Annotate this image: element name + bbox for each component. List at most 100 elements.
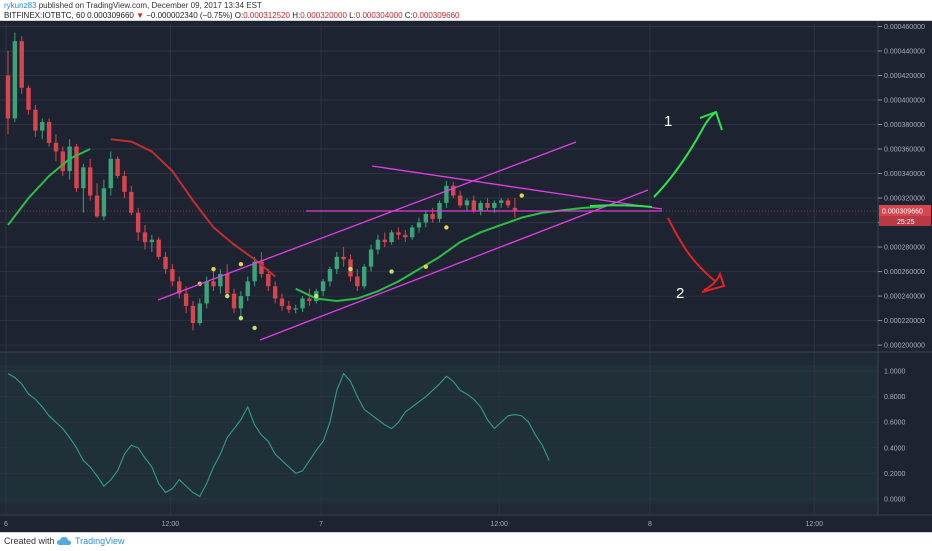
- candle-body: [293, 308, 298, 310]
- indicator-line: [7, 372, 550, 498]
- price-tick-label: 0.000360000: [884, 147, 925, 154]
- candle: [444, 180, 449, 208]
- tradingview-cloud-icon: [57, 537, 71, 545]
- candle: [499, 198, 504, 208]
- price-tick-label: 0.000220000: [884, 318, 925, 325]
- candle: [272, 281, 278, 304]
- candle-body: [368, 249, 374, 267]
- candle-body: [101, 188, 107, 217]
- candle: [19, 36, 24, 94]
- candle: [430, 207, 435, 223]
- candle: [218, 269, 223, 294]
- countdown-text: 25:25: [897, 219, 915, 226]
- candle-body: [471, 200, 476, 211]
- candle: [423, 210, 429, 228]
- candle: [60, 146, 65, 176]
- candle-body: [12, 41, 18, 119]
- candle: [225, 264, 230, 299]
- candle-body: [149, 239, 155, 243]
- time-tick-label: 8: [648, 521, 652, 528]
- candle-body: [266, 274, 271, 287]
- candle-body: [307, 298, 312, 301]
- indicator-tick-label: 0.4000: [884, 445, 906, 452]
- low-value: 0.000304000: [355, 11, 403, 20]
- triangle-top-line[interactable]: [371, 165, 663, 210]
- candle: [396, 227, 401, 240]
- candle-body: [478, 202, 483, 211]
- candle-body: [26, 87, 31, 110]
- candle: [252, 256, 257, 287]
- candle-body: [375, 239, 381, 250]
- signal-dot: [389, 269, 394, 274]
- open-value: 0.000312520: [243, 11, 290, 20]
- candle: [177, 276, 182, 299]
- channel-upper-line[interactable]: [157, 141, 577, 301]
- indicator-tick-label: 0.2000: [884, 471, 906, 478]
- signal-dot: [519, 193, 524, 198]
- indicator-band: [0, 365, 878, 504]
- signal-dot: [252, 325, 257, 331]
- candle-body: [53, 142, 59, 152]
- signal-dot: [348, 266, 353, 272]
- candle: [101, 179, 107, 221]
- candle-body: [177, 281, 182, 294]
- candle: [320, 278, 326, 297]
- candle-body: [341, 256, 346, 260]
- price-chart[interactable]: 0.000460000 0.000440000 0.000420000 0.00040…: [0, 21, 932, 532]
- candle-body: [94, 195, 100, 217]
- signal-dot: [238, 315, 244, 321]
- candle: [211, 269, 216, 292]
- author-link[interactable]: rykunz83: [4, 1, 37, 10]
- candle-body: [382, 239, 387, 243]
- candle-body: [252, 261, 257, 282]
- candle: [231, 288, 237, 314]
- arrow-up-curve: [653, 111, 717, 198]
- candle: [389, 229, 394, 245]
- candle: [334, 251, 339, 275]
- ma-segment: [110, 138, 276, 278]
- candle-body: [430, 213, 435, 219]
- candle-body: [238, 296, 244, 309]
- close-label: C:: [404, 11, 413, 20]
- price-tick-label: 0.000260000: [884, 269, 925, 276]
- last-price-badge: [879, 205, 931, 216]
- candle-body: [464, 200, 470, 206]
- tradingview-link[interactable]: TradingView: [75, 536, 125, 546]
- candle-body: [245, 281, 250, 297]
- publish-line: rykunz83 published on TradingView.com, D…: [4, 1, 262, 10]
- candle: [409, 224, 415, 240]
- candle-body: [444, 185, 449, 203]
- candle-body: [211, 281, 216, 287]
- candle: [5, 50, 11, 135]
- candle: [293, 304, 298, 314]
- candle: [485, 198, 490, 211]
- channel-lower-line[interactable]: [259, 189, 649, 341]
- indicator-axis[interactable]: 1.0000 0.8000 0.6000 0.4000 0.2000 0.0000: [884, 369, 906, 504]
- candle: [129, 185, 134, 216]
- candle-body: [19, 41, 24, 88]
- candle: [355, 269, 360, 292]
- candle: [135, 207, 141, 241]
- candle-body: [115, 158, 120, 176]
- candle-body: [156, 239, 161, 257]
- close-value: 0.000309660: [412, 11, 460, 20]
- time-tick-label: 12:00: [162, 521, 180, 528]
- price-tick-label: 0.000280000: [884, 245, 925, 252]
- drawings[interactable]: [0, 110, 878, 341]
- ma-segment: [7, 148, 91, 226]
- candle-body: [60, 151, 65, 172]
- signal-dot: [211, 266, 216, 272]
- candle-body: [396, 232, 401, 235]
- candle-body: [5, 75, 11, 119]
- candle-body: [142, 232, 148, 243]
- candle-body: [183, 293, 189, 306]
- candle-body: [272, 286, 278, 299]
- candle-body: [279, 298, 285, 306]
- candle: [53, 134, 59, 162]
- candle: [471, 195, 476, 213]
- time-tick-label: 6: [4, 521, 8, 528]
- candle: [464, 198, 470, 211]
- candle: [12, 32, 18, 123]
- signal-dot: [225, 293, 230, 299]
